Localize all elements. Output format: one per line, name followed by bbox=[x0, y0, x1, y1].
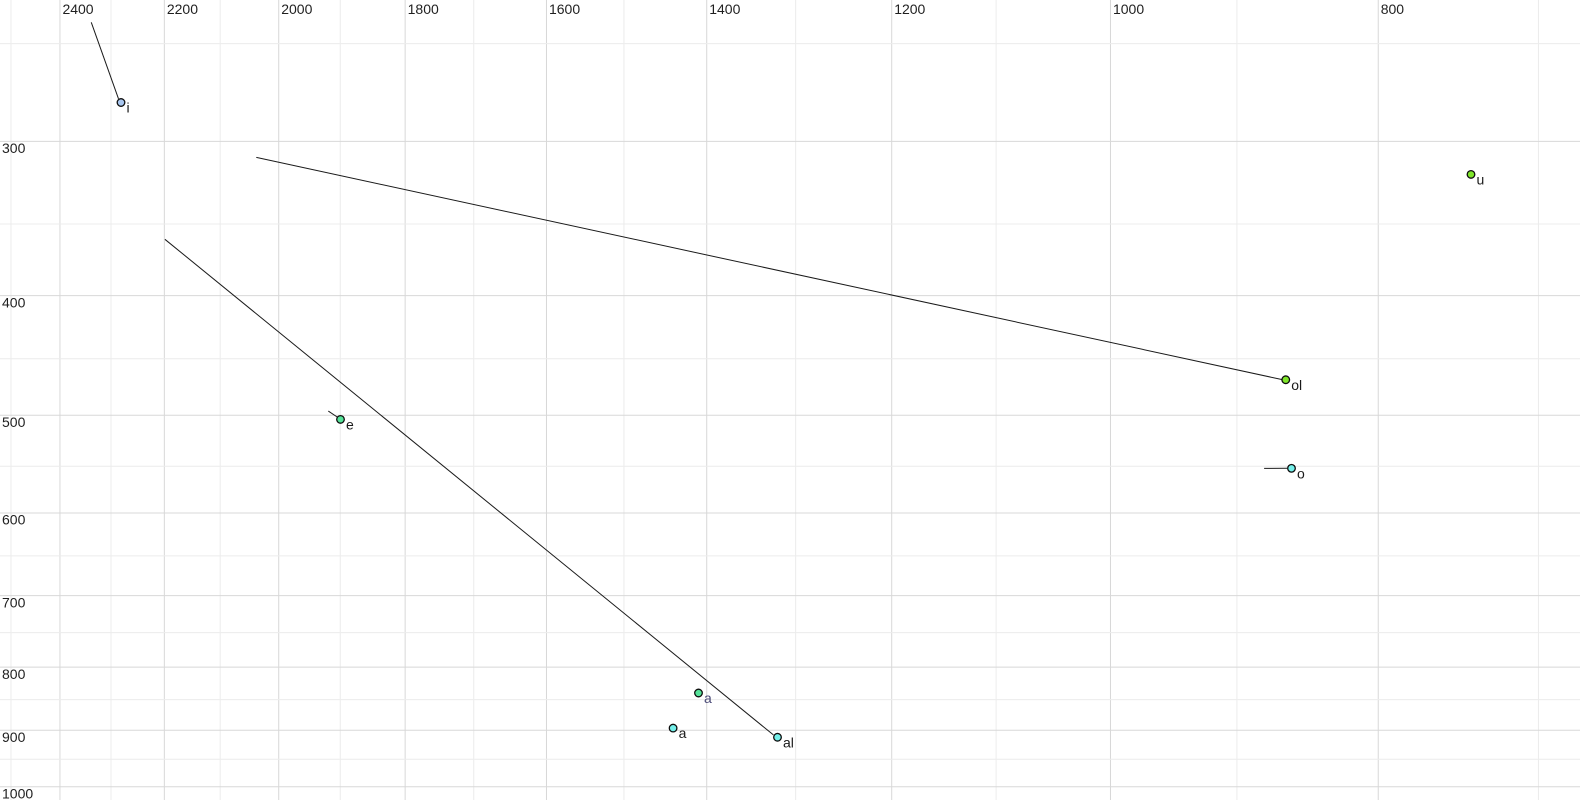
svg-text:e: e bbox=[346, 416, 354, 432]
svg-text:u: u bbox=[1477, 171, 1485, 187]
svg-text:2400: 2400 bbox=[62, 1, 93, 17]
svg-text:i: i bbox=[127, 100, 130, 116]
svg-text:900: 900 bbox=[2, 729, 26, 745]
svg-text:ol: ol bbox=[1291, 377, 1302, 393]
svg-text:700: 700 bbox=[2, 594, 26, 610]
svg-text:800: 800 bbox=[1381, 1, 1405, 17]
svg-text:2200: 2200 bbox=[167, 1, 198, 17]
svg-text:1800: 1800 bbox=[408, 1, 439, 17]
svg-text:2000: 2000 bbox=[281, 1, 312, 17]
svg-text:300: 300 bbox=[2, 140, 26, 156]
svg-text:1000: 1000 bbox=[1113, 1, 1144, 17]
svg-text:1000: 1000 bbox=[2, 786, 33, 800]
svg-text:400: 400 bbox=[2, 294, 26, 310]
svg-text:800: 800 bbox=[2, 666, 26, 682]
svg-text:1400: 1400 bbox=[709, 1, 740, 17]
svg-text:o: o bbox=[1297, 465, 1305, 481]
svg-text:1200: 1200 bbox=[894, 1, 925, 17]
svg-text:500: 500 bbox=[2, 414, 26, 430]
svg-text:al: al bbox=[783, 734, 794, 750]
svg-text:a: a bbox=[679, 725, 687, 741]
svg-text:a: a bbox=[704, 690, 712, 706]
svg-text:1600: 1600 bbox=[549, 1, 580, 17]
svg-text:600: 600 bbox=[2, 512, 26, 528]
